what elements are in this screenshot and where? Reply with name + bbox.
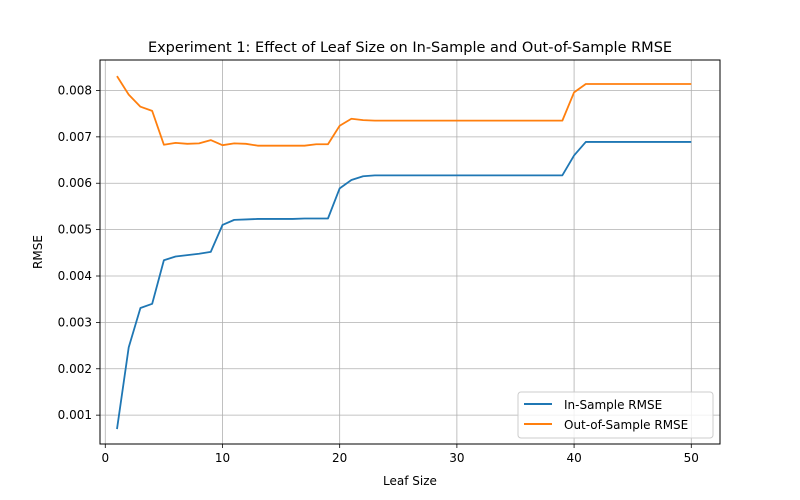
- legend-label-out-of-sample: Out-of-Sample RMSE: [564, 418, 688, 432]
- x-tick-label: 20: [332, 451, 347, 465]
- y-tick-label: 0.003: [58, 315, 92, 329]
- y-tick-label: 0.002: [58, 362, 92, 376]
- x-axis: 0 10 20 30 40 50: [101, 444, 699, 465]
- y-tick-label: 0.007: [58, 130, 92, 144]
- series-line-out-of-sample-rmse: [116, 75, 692, 147]
- series-line-in-sample-rmse: [116, 141, 692, 430]
- x-tick-label: 0: [101, 451, 109, 465]
- y-axis-label: RMSE: [31, 235, 45, 269]
- y-tick-label: 0.004: [58, 269, 92, 283]
- x-tick-label: 40: [566, 451, 581, 465]
- plot-frame: [99, 59, 721, 445]
- x-tick-label: 50: [684, 451, 699, 465]
- legend: In-Sample RMSE Out-of-Sample RMSE: [517, 391, 714, 439]
- x-tick-label: 10: [215, 451, 230, 465]
- legend-label-in-sample: In-Sample RMSE: [564, 398, 662, 412]
- y-tick-label: 0.006: [58, 176, 92, 190]
- grid: [100, 60, 720, 444]
- y-tick-label: 0.005: [58, 223, 92, 237]
- y-tick-label: 0.001: [58, 408, 92, 422]
- x-axis-label: Leaf Size: [383, 474, 437, 488]
- series-layer: [116, 75, 692, 430]
- y-tick-label: 0.008: [58, 83, 92, 97]
- chart-title: Experiment 1: Effect of Leaf Size on In-…: [148, 40, 672, 56]
- y-axis: 0.001 0.002 0.003 0.004 0.005 0.006 0.007 0.008: [58, 83, 100, 422]
- legend-box: [517, 391, 714, 439]
- x-tick-label: 30: [449, 451, 464, 465]
